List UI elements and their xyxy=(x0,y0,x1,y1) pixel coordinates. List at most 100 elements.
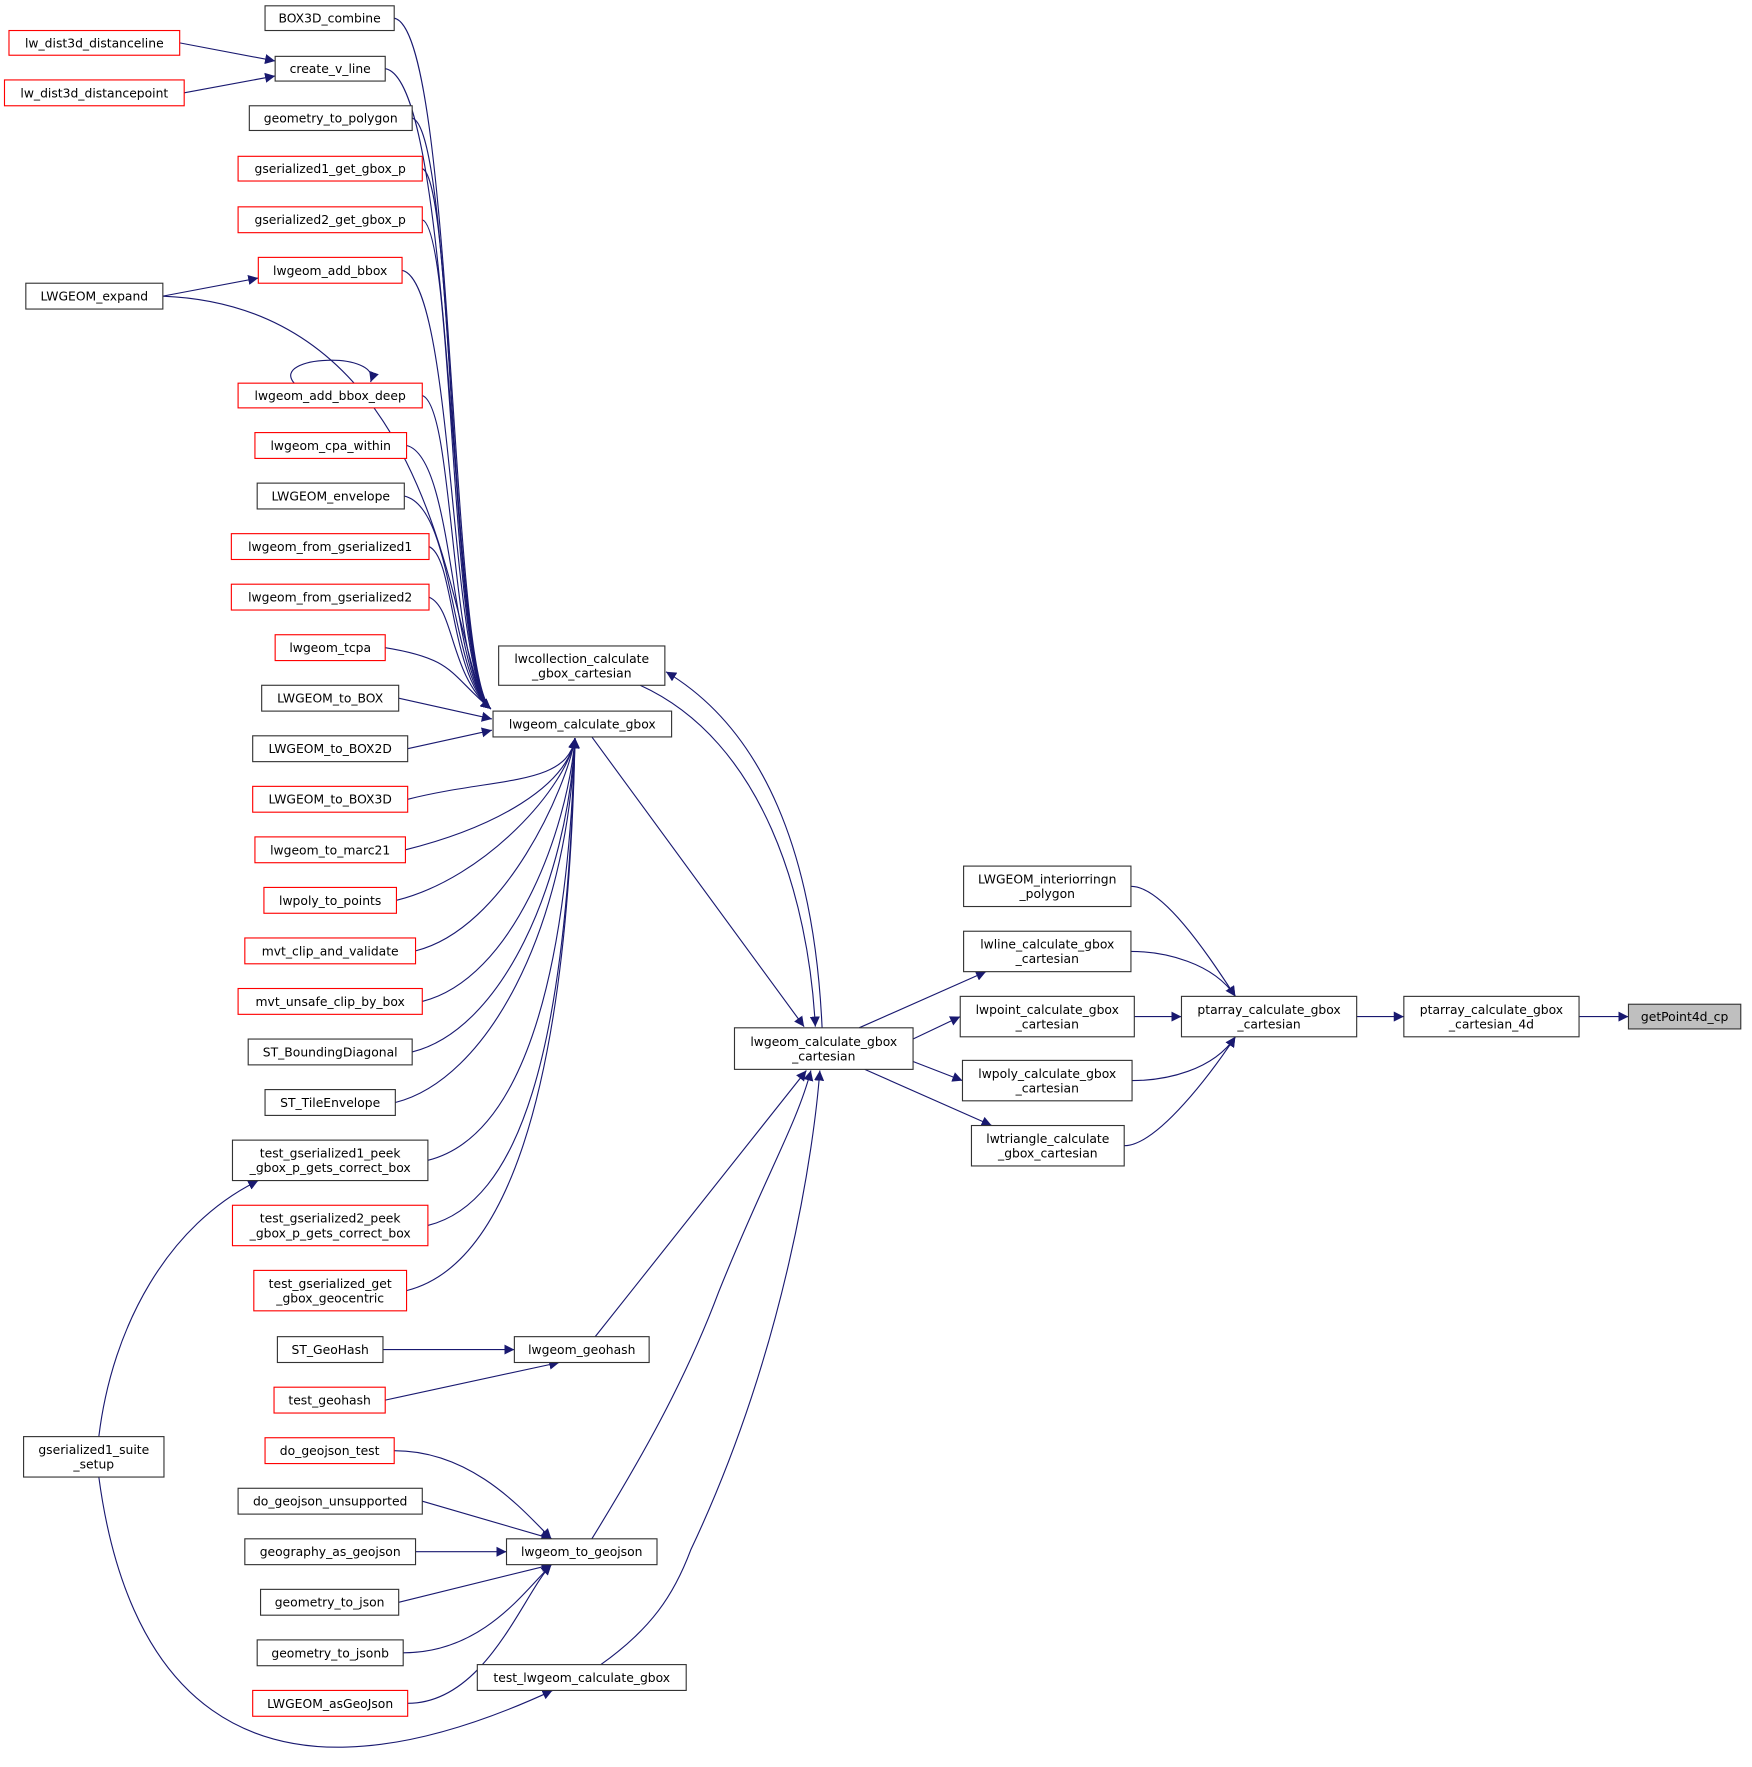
node-st-boundingdiagonal[interactable]: ST_BoundingDiagonal xyxy=(247,1038,413,1066)
edge-test-gs2-peek-to-lwgeom-calculate-gbox xyxy=(427,738,580,1227)
node-box xyxy=(8,29,181,56)
node-box xyxy=(513,1336,650,1364)
node-lwgeom-from-gserialized2[interactable]: lwgeom_from_gserialized2 xyxy=(230,583,430,611)
node-ptarray-cgc[interactable]: ptarray_calculate_gbox_cartesian xyxy=(1180,995,1358,1038)
node-create-v-line[interactable]: create_v_line xyxy=(274,55,386,82)
node-test-lwgeom-calculate-gbox[interactable]: test_lwgeom_calculate_gbox xyxy=(476,1664,687,1691)
node-lwgeom-envelope[interactable]: LWGEOM_envelope xyxy=(256,482,405,510)
node-test-gs1-peek[interactable]: test_gserialized1_peek_gbox_p_gets_corre… xyxy=(231,1139,429,1182)
node-label: lwpoint_calculate_gbox xyxy=(976,1003,1119,1017)
node-geometry-to-jsonb[interactable]: geometry_to_jsonb xyxy=(256,1639,404,1667)
node-box xyxy=(231,1204,429,1247)
node-st-geohash[interactable]: ST_GeoHash xyxy=(276,1336,384,1364)
node-lwgeom-tcpa[interactable]: lwgeom_tcpa xyxy=(274,634,386,662)
node-lwgeom-asgeojson[interactable]: LWGEOM_asGeoJson xyxy=(252,1689,409,1717)
node-box xyxy=(1180,995,1358,1038)
node-lwgeom-to-marc21[interactable]: lwgeom_to_marc21 xyxy=(254,836,406,864)
node-lwgeom-interiorringn[interactable]: LWGEOM_interiorringn_polygon xyxy=(963,865,1132,908)
node-lwpoint-cgc[interactable]: lwpoint_calculate_gbox_cartesian xyxy=(959,995,1135,1038)
node-label: _gbox_geocentric xyxy=(275,1291,384,1305)
node-box3d-combine[interactable]: BOX3D_combine xyxy=(264,5,395,32)
edge-lwgeom-from-gserialized1-to-lwgeom-calculate-gbox xyxy=(428,546,492,710)
node-lwtriangle-cgc[interactable]: lwtriangle_calculate_gbox_cartesian xyxy=(970,1124,1125,1167)
node-label: LWGEOM_to_BOX xyxy=(277,692,384,706)
node-label: test_gserialized1_peek xyxy=(260,1147,402,1161)
edge-geometry-to-json-to-lwgeom-to-geojson xyxy=(398,1562,552,1603)
node-do-geojson-unsupported[interactable]: do_geojson_unsupported xyxy=(237,1487,423,1515)
node-box xyxy=(252,785,409,813)
node-lwgeom-geohash[interactable]: lwgeom_geohash xyxy=(513,1336,650,1364)
node-lwgeom-calculate-gbox[interactable]: lwgeom_calculate_gbox xyxy=(492,710,673,738)
edge-lwpoly-to-points-to-lwgeom-calculate-gbox xyxy=(396,737,579,901)
node-test-gs-get-geocentric[interactable]: test_gserialized_get_gbox_geocentric xyxy=(253,1269,408,1312)
node-do-geojson-test[interactable]: do_geojson_test xyxy=(264,1437,395,1465)
edge-lw-dist3d-distancepoint-to-create-v-line xyxy=(184,72,276,94)
node-lwgeom-expand[interactable]: LWGEOM_expand xyxy=(25,282,164,310)
node-lwgeom-cgc[interactable]: lwgeom_calculate_gbox_cartesian xyxy=(733,1027,914,1070)
node-lwpoly-cgc[interactable]: lwpoly_calculate_gbox_cartesian xyxy=(961,1059,1133,1102)
edge-lwgeom-cgc-to-lwpoint-cgc xyxy=(912,1016,961,1040)
node-label: mvt_unsafe_clip_by_box xyxy=(255,995,404,1009)
node-mvt-clip-and-validate[interactable]: mvt_clip_and_validate xyxy=(244,937,417,965)
edge-do-geojson-test-to-lwgeom-to-geojson xyxy=(394,1450,552,1540)
node-lwgeom-cpa-within[interactable]: lwgeom_cpa_within xyxy=(254,432,408,459)
node-box xyxy=(237,987,423,1015)
node-lwgeom-add-bbox-deep[interactable]: lwgeom_add_bbox_deep xyxy=(237,382,423,409)
edge-lwline-cgc-to-ptarray-cgc xyxy=(1130,950,1236,997)
node-geometry-to-json[interactable]: geometry_to_json xyxy=(259,1588,400,1616)
node-box xyxy=(274,634,386,662)
node-lwgeom-to-geojson[interactable]: lwgeom_to_geojson xyxy=(505,1538,658,1566)
node-lwgeom-to-box[interactable]: LWGEOM_to_BOX xyxy=(261,684,400,712)
node-label: lwgeom_geohash xyxy=(528,1343,635,1357)
node-label: lwgeom_add_bbox_deep xyxy=(255,389,406,403)
edge-lwgeom-expand-to-lwgeom-calculate-gbox xyxy=(162,295,492,710)
node-getpoint4d-cp[interactable]: getPoint4d_cp xyxy=(1627,1003,1742,1030)
edge-lwtriangle-cgc-to-ptarray-cgc xyxy=(1124,1036,1236,1147)
node-st-tileenvelope[interactable]: ST_TileEnvelope xyxy=(264,1089,396,1116)
node-lwgeom-to-box2d[interactable]: LWGEOM_to_BOX2D xyxy=(252,735,409,763)
node-lwcollection-cgc[interactable]: lwcollection_calculate_gbox_cartesian xyxy=(498,645,666,686)
node-box xyxy=(237,155,423,182)
node-box xyxy=(256,1639,404,1667)
node-test-gs2-peek[interactable]: test_gserialized2_peek_gbox_p_gets_corre… xyxy=(231,1204,429,1247)
node-label: gserialized1_get_gbox_p xyxy=(255,162,406,176)
node-label: LWGEOM_envelope xyxy=(271,490,390,504)
node-lwpoly-to-points[interactable]: lwpoly_to_points xyxy=(263,886,398,914)
node-label: _cartesian xyxy=(1015,1081,1079,1095)
edge-st-boundingdiagonal-to-lwgeom-calculate-gbox xyxy=(412,738,580,1053)
node-label: _polygon xyxy=(1019,887,1076,901)
node-gserialized2-get-gbox-p[interactable]: gserialized2_get_gbox_p xyxy=(237,206,423,234)
node-lwline-cgc[interactable]: lwline_calculate_gbox_cartesian xyxy=(963,930,1132,973)
node-lw-dist3d-distancepoint[interactable]: lw_dist3d_distancepoint xyxy=(3,79,185,107)
node-geography-as-geojson[interactable]: geography_as_geojson xyxy=(244,1538,417,1566)
node-lwgeom-from-gserialized1[interactable]: lwgeom_from_gserialized1 xyxy=(230,533,430,561)
node-label: ST_GeoHash xyxy=(291,1343,368,1357)
node-geometry-to-polygon[interactable]: geometry_to_polygon xyxy=(248,105,413,132)
edge-lwgeom-add-bbox-deep-to-lwgeom-add-bbox-deep xyxy=(290,359,379,384)
node-lwgeom-add-bbox[interactable]: lwgeom_add_bbox xyxy=(257,256,403,284)
node-label: test_gserialized_get xyxy=(269,1277,392,1291)
node-ptarray-cgc-4d[interactable]: ptarray_calculate_gbox_cartesian_4d xyxy=(1403,995,1580,1038)
node-lwgeom-to-box3d[interactable]: LWGEOM_to_BOX3D xyxy=(252,785,409,813)
node-box xyxy=(961,1059,1133,1102)
node-label: create_v_line xyxy=(290,62,371,76)
edge-lwcollection-cgc-to-lwgeom-cgc xyxy=(639,684,820,1027)
edge-lwgeom-add-bbox-to-lwgeom-calculate-gbox xyxy=(401,269,492,710)
node-label: LWGEOM_to_BOX2D xyxy=(268,742,391,756)
node-box xyxy=(261,684,400,712)
node-mvt-unsafe-clip-by-box[interactable]: mvt_unsafe_clip_by_box xyxy=(237,987,423,1015)
node-label: LWGEOM_asGeoJson xyxy=(267,1697,393,1711)
node-lw-dist3d-distanceline[interactable]: lw_dist3d_distanceline xyxy=(8,29,181,56)
node-label: lw_dist3d_distancepoint xyxy=(20,86,168,100)
node-test-geohash[interactable]: test_geohash xyxy=(273,1386,386,1414)
node-label: geometry_to_json xyxy=(275,1596,385,1610)
node-box xyxy=(237,382,423,409)
node-gs1-suite-setup[interactable]: gserialized1_suite_setup xyxy=(23,1436,165,1478)
edge-lwgeom-envelope-to-lwgeom-calculate-gbox xyxy=(404,495,492,710)
node-label: lwgeom_calculate_gbox xyxy=(509,718,656,732)
node-gserialized1-get-gbox-p[interactable]: gserialized1_get_gbox_p xyxy=(237,155,423,182)
edge-lwgeom-cgc-to-lwtriangle-cgc xyxy=(864,1068,992,1127)
node-label: lwcollection_calculate xyxy=(514,652,649,666)
edge-test-geohash-to-lwgeom-geohash xyxy=(385,1359,560,1401)
